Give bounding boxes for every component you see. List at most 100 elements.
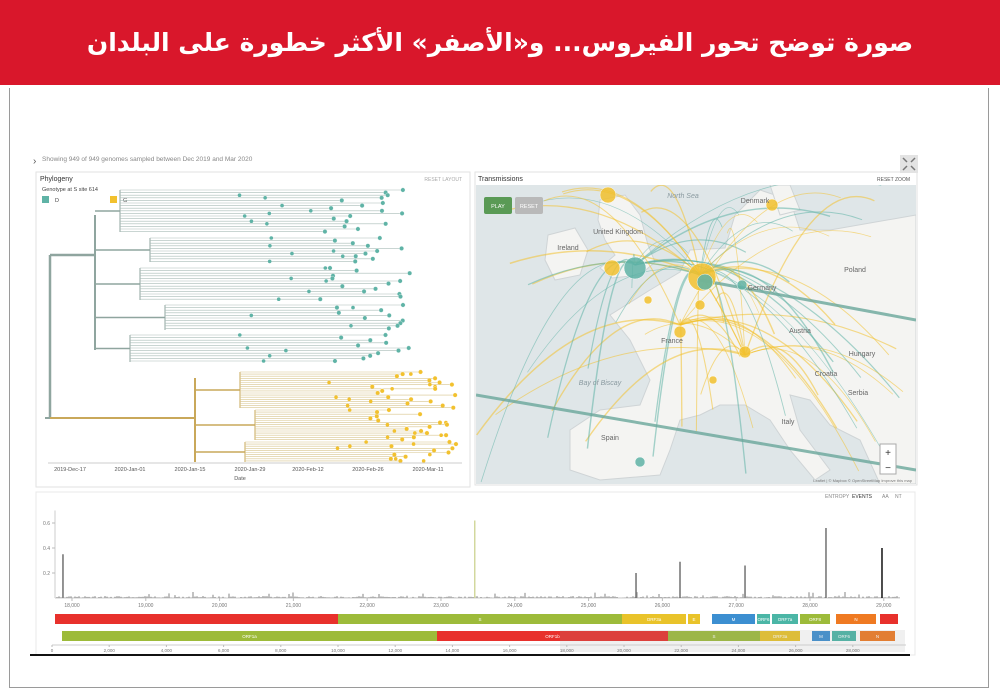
panel-title: Transmissions (478, 176, 523, 183)
tip (237, 333, 242, 337)
x-tick-label: 22,000 (674, 648, 688, 653)
tip (392, 429, 397, 433)
x-tick-label: 4,000 (161, 648, 173, 653)
tip (369, 384, 375, 390)
sidebar-toggle[interactable]: › (33, 156, 36, 167)
tip (397, 278, 403, 284)
x-tick-label: 28,000 (846, 648, 860, 653)
tip (377, 235, 383, 241)
gene (338, 614, 622, 624)
entropy-bar (881, 548, 883, 598)
tip (378, 307, 384, 313)
tip (380, 200, 386, 206)
tab[interactable]: NT (895, 494, 902, 500)
x-tick-label: 21,000 (286, 603, 302, 609)
phylogeny-panel (35, 171, 471, 488)
tip (317, 296, 323, 302)
tip (323, 266, 328, 270)
tip (359, 203, 365, 208)
tip (370, 256, 376, 262)
entropy-bar (744, 565, 746, 598)
tip (411, 442, 416, 446)
route (529, 197, 701, 276)
date-label: 2020-Feb-26 (352, 467, 384, 473)
x-tick-label: 2,000 (104, 648, 116, 653)
route (650, 185, 701, 276)
tip (276, 297, 281, 302)
route (679, 319, 754, 429)
x-tick-label: 6,000 (218, 648, 230, 653)
tip (267, 211, 272, 216)
play-label[interactable]: PLAY (491, 204, 505, 210)
play-button[interactable] (484, 197, 512, 214)
gene (880, 614, 898, 624)
tip (237, 193, 242, 197)
tip (405, 401, 410, 406)
land (597, 194, 656, 279)
place-label: Austria (789, 328, 811, 335)
gene (55, 614, 338, 624)
tip (439, 433, 443, 438)
gene-label: E (692, 617, 695, 622)
tip (385, 422, 390, 427)
tip (383, 340, 389, 346)
tip (347, 213, 353, 219)
zoom-out[interactable]: − (885, 463, 891, 474)
legend-label: G (123, 198, 127, 204)
tip (361, 356, 366, 361)
x-tick-label: 22,000 (360, 603, 376, 609)
route (699, 268, 890, 356)
deme (696, 273, 714, 291)
route (679, 318, 838, 429)
tip (418, 369, 423, 375)
tip (407, 270, 413, 276)
expand-button[interactable] (900, 155, 918, 173)
date-label: 2019-Dec-17 (54, 467, 86, 473)
legend-label: D (55, 198, 59, 204)
place-label: Serbia (848, 390, 868, 397)
tip (339, 283, 345, 289)
deme (694, 299, 706, 311)
entropy-bar (825, 528, 827, 598)
tree (45, 187, 459, 464)
genome-axis: 0 2,000 4,000 6,000 8,000 10,000 12,000 14,000 1… (51, 644, 906, 653)
tip (354, 268, 359, 273)
panel-title: Phylogeny (40, 176, 73, 183)
tip (284, 348, 288, 353)
route (679, 316, 797, 379)
tip (332, 358, 338, 364)
deme (623, 256, 647, 280)
route (543, 195, 681, 326)
tab[interactable]: EVENTS (852, 494, 873, 500)
tip (368, 416, 373, 421)
date-label: 2020-Mar-11 (412, 467, 443, 473)
tip (398, 458, 403, 464)
reset-button[interactable] (515, 197, 543, 214)
tip (383, 221, 388, 227)
tab[interactable]: ENTROPY (825, 494, 850, 500)
tip (365, 243, 371, 249)
reset-zoom[interactable]: RESET ZOOM (877, 177, 910, 183)
tip (353, 253, 359, 259)
route (679, 314, 741, 357)
tip (331, 249, 336, 253)
deme (603, 259, 621, 277)
reset-layout[interactable]: RESET LAYOUT (424, 177, 462, 183)
x-tick-label: 14,000 (446, 648, 460, 653)
date-label: 2020-Feb-12 (292, 467, 324, 473)
tip (399, 211, 405, 216)
tab[interactable]: AA (882, 494, 889, 500)
gene-label: ORF3a (647, 617, 662, 622)
route (699, 278, 916, 322)
date-label: 2020-Jan-01 (115, 467, 146, 473)
tip (364, 440, 368, 444)
place-label: Denmark (741, 198, 770, 205)
route (634, 239, 747, 266)
entropy-chart: 0.2 0.4 0.6 18,000 19,000 20,000 21,000 22,000 2… (43, 510, 900, 609)
reset-label[interactable]: RESET (520, 204, 539, 210)
tip (375, 418, 381, 423)
tip (427, 378, 432, 383)
gene (800, 614, 830, 624)
tip (334, 395, 338, 400)
zoom-in[interactable]: + (885, 448, 891, 459)
